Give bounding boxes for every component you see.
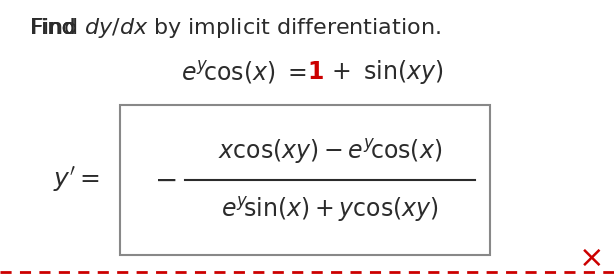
Text: Find: Find bbox=[30, 18, 83, 38]
Text: $y' =$: $y' =$ bbox=[53, 165, 100, 195]
Text: ${\bf 1}$: ${\bf 1}$ bbox=[307, 60, 324, 84]
Text: $x\cos(xy) - e^{y}\!\cos(x)$: $x\cos(xy) - e^{y}\!\cos(x)$ bbox=[218, 137, 442, 167]
Text: Find $\it{dy/dx}$ by implicit differentiation.: Find $\it{dy/dx}$ by implicit differenti… bbox=[30, 16, 441, 40]
Text: $e^{y}\!\cos(x)\ =\ $: $e^{y}\!\cos(x)\ =\ $ bbox=[181, 59, 307, 85]
Text: Find: Find bbox=[30, 18, 83, 38]
FancyBboxPatch shape bbox=[120, 105, 490, 255]
Text: $e^{y}\!\sin(x) + y\cos(xy)$: $e^{y}\!\sin(x) + y\cos(xy)$ bbox=[221, 195, 439, 225]
Text: $\ +\ \sin(xy)$: $\ +\ \sin(xy)$ bbox=[319, 58, 443, 86]
Text: $-$: $-$ bbox=[154, 166, 176, 194]
Text: $\times$: $\times$ bbox=[578, 244, 602, 272]
